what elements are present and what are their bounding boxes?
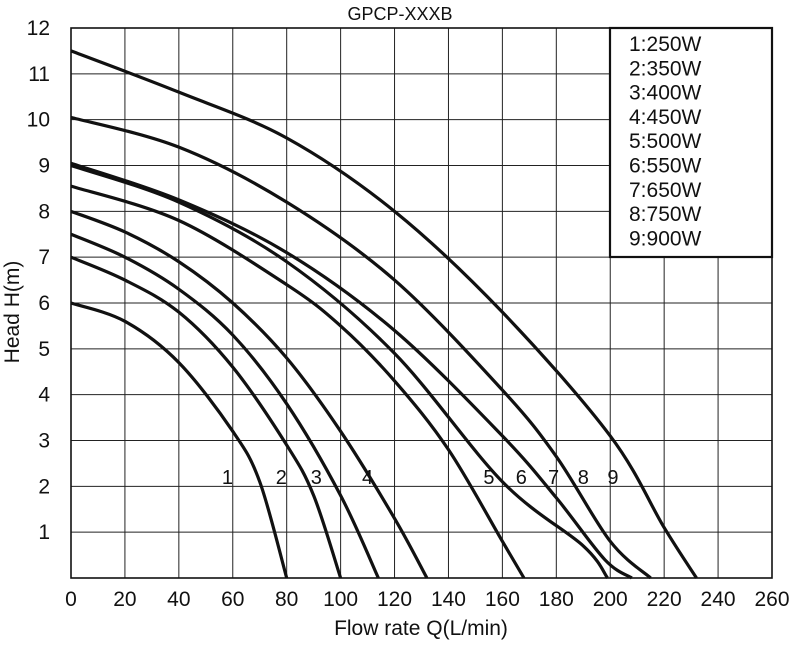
series-6-curve (70, 163, 609, 579)
x-tick-label: 140 (431, 588, 466, 611)
legend-entry: 9:900W (629, 227, 702, 250)
series-1-curve (70, 301, 289, 579)
series-9-label: 9 (607, 467, 618, 489)
series-3-curve (70, 232, 380, 579)
x-tick-label: 160 (485, 588, 520, 611)
series-6-label: 6 (516, 467, 527, 489)
legend-entry: 5:500W (629, 130, 702, 153)
series-5-label: 5 (483, 467, 494, 489)
series-8-curve (70, 115, 652, 580)
y-tick-label: 7 (38, 246, 50, 269)
y-tick-label: 9 (38, 155, 50, 178)
series-5-curve (70, 184, 526, 579)
legend: 1:250W2:350W3:400W4:450W5:500W6:550W7:65… (608, 26, 774, 259)
x-tick-label: 240 (701, 588, 736, 611)
series-4-label: 4 (362, 467, 373, 489)
x-tick-label: 40 (167, 588, 190, 611)
y-tick-label: 3 (38, 430, 50, 453)
series-3-label: 3 (311, 467, 322, 489)
x-tick-label: 0 (65, 588, 77, 611)
y-tick-label: 12 (27, 17, 50, 40)
legend-entry: 8:750W (629, 203, 702, 226)
series-2-curve (70, 255, 343, 579)
y-tick-label: 1 (38, 521, 50, 544)
y-tick-label: 2 (38, 475, 50, 498)
series-8-label: 8 (578, 467, 589, 489)
series-7-curve (70, 161, 633, 580)
legend-entry: 6:550W (629, 155, 702, 178)
series-9-curve (70, 49, 698, 579)
legend-entry: 1:250W (629, 33, 702, 56)
legend-entry: 4:450W (629, 106, 702, 129)
y-axis-label: Head H(m) (1, 261, 24, 364)
series-7-label: 7 (548, 467, 559, 489)
series-1-label: 1 (222, 467, 233, 489)
curves (70, 49, 698, 580)
x-tick-label: 20 (113, 588, 136, 611)
y-tick-label: 10 (27, 109, 50, 132)
y-tick-label: 4 (38, 384, 50, 407)
legend-entry: 2:350W (629, 57, 702, 80)
y-tick-label: 6 (38, 292, 50, 315)
x-tick-label: 220 (647, 588, 682, 611)
x-tick-label: 200 (593, 588, 628, 611)
legend-entry: 7:650W (629, 179, 702, 202)
y-tick-label: 5 (38, 338, 50, 361)
y-tick-label: 8 (38, 200, 50, 223)
series-4-curve (70, 209, 429, 579)
series-2-label: 2 (276, 467, 287, 489)
x-tick-label: 120 (377, 588, 412, 611)
x-tick-label: 80 (275, 588, 298, 611)
legend-entry: 3:400W (629, 82, 702, 105)
x-tick-label: 100 (323, 588, 358, 611)
x-axis-label: Flow rate Q(L/min) (334, 617, 508, 640)
chart-title: GPCP-XXXB (347, 4, 452, 24)
x-tick-label: 180 (539, 588, 574, 611)
y-tick-label: 11 (28, 63, 50, 86)
x-tick-label: 260 (754, 588, 789, 611)
x-tick-label: 60 (221, 588, 244, 611)
legend-box (608, 26, 774, 259)
